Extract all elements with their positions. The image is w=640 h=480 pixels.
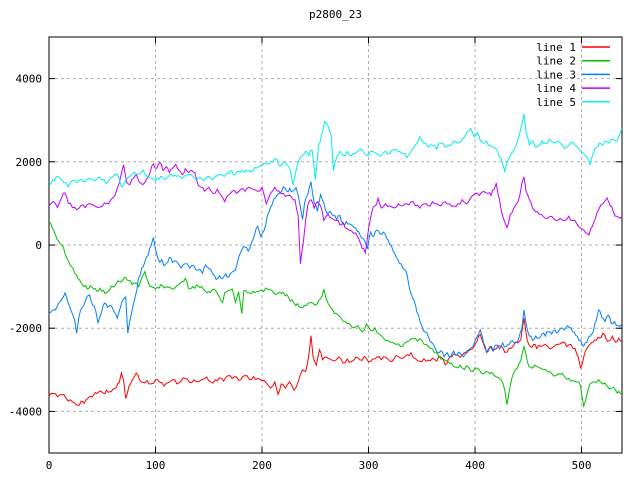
legend-label-line-2: line 2: [536, 55, 576, 68]
legend-label-line-3: line 3: [536, 68, 576, 81]
x-tick-label-300: 300: [359, 459, 379, 472]
legend-label-line-4: line 4: [536, 82, 576, 95]
y-tick-label-0: 0: [35, 239, 42, 252]
series-line-1: [49, 318, 622, 406]
y-tick-label--4000: -4000: [9, 405, 42, 418]
x-tick-label-100: 100: [146, 459, 166, 472]
x-tick-label-400: 400: [465, 459, 485, 472]
series-line-5: [49, 113, 622, 188]
x-tick-label-500: 500: [572, 459, 592, 472]
series-group: [49, 113, 622, 408]
legend-label-line-5: line 5: [536, 96, 576, 109]
series-line-3: [49, 181, 622, 359]
chart-title: p2800_23: [309, 8, 362, 21]
y-tick-label-4000: 4000: [16, 73, 43, 86]
series-line-4: [49, 161, 622, 264]
y-tick-label-2000: 2000: [16, 156, 43, 169]
x-tick-label-0: 0: [46, 459, 53, 472]
y-tick-label--2000: -2000: [9, 322, 42, 335]
x-tick-label-200: 200: [252, 459, 272, 472]
series-line-2: [49, 221, 622, 408]
legend-label-line-1: line 1: [536, 41, 576, 54]
